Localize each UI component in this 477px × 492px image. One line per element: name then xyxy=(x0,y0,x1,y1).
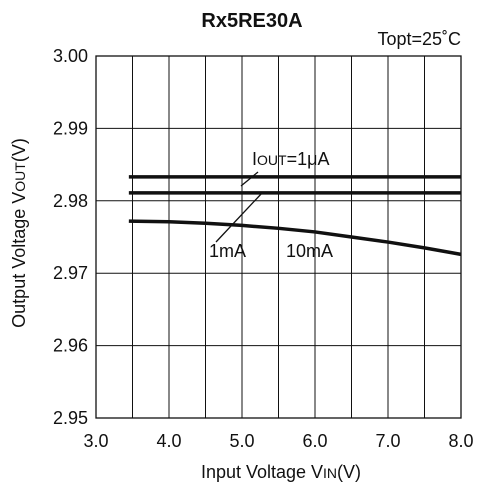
plot-frame xyxy=(95,55,462,419)
y-tick-label: 2.99 xyxy=(53,118,88,138)
x-tick-label: 6.0 xyxy=(302,431,327,451)
y-tick-label: 2.95 xyxy=(53,408,88,428)
y-axis-label-prefix: Output Voltage V xyxy=(9,192,29,328)
annotation-10ma: 10mA xyxy=(286,241,333,261)
x-tick-label: 3.0 xyxy=(83,431,108,451)
series-lines xyxy=(128,175,462,257)
y-tick-label: 3.00 xyxy=(53,46,88,66)
x-tick-label: 4.0 xyxy=(156,431,181,451)
x-axis-label-prefix: Input Voltage V xyxy=(201,462,323,482)
series-line-10mA xyxy=(128,219,462,257)
x-axis-label-subscript: IN xyxy=(323,465,337,481)
y-axis-label-suffix: (V) xyxy=(9,138,29,162)
annotation-iout-prefix: I xyxy=(252,149,257,169)
tick-labels: 3.0 4.0 5.0 6.0 7.0 8.0 2.95 2.96 2.97 2.98 2.99 3.… xyxy=(53,46,474,451)
pointer-1ma-line xyxy=(215,192,263,243)
x-tick-label: 8.0 xyxy=(448,431,473,451)
x-tick-label: 7.0 xyxy=(375,431,400,451)
chart-title: Rx5RE30A xyxy=(201,10,302,32)
y-tick-label: 2.97 xyxy=(53,263,88,283)
x-axis-label-suffix: (V) xyxy=(337,462,361,482)
y-tick-label: 2.96 xyxy=(53,336,88,356)
x-tick-label: 5.0 xyxy=(229,431,254,451)
annotation-1ma: 1mA xyxy=(209,241,246,261)
pointer-1ua-line xyxy=(240,171,259,187)
y-tick-label: 2.98 xyxy=(53,191,88,211)
annotation-iout-1ua: IOUT=1μA xyxy=(252,149,329,169)
annotation-iout-suffix: =1μA xyxy=(287,149,330,169)
chart-condition: Topt=25˚C xyxy=(377,29,461,49)
x-axis-label: Input Voltage VIN(V) xyxy=(201,462,361,482)
annotation-iout-subscript: OUT xyxy=(257,152,287,168)
y-axis-label: Output Voltage VOUT(V) xyxy=(9,138,29,328)
y-axis-label-subscript: OUT xyxy=(12,162,28,192)
